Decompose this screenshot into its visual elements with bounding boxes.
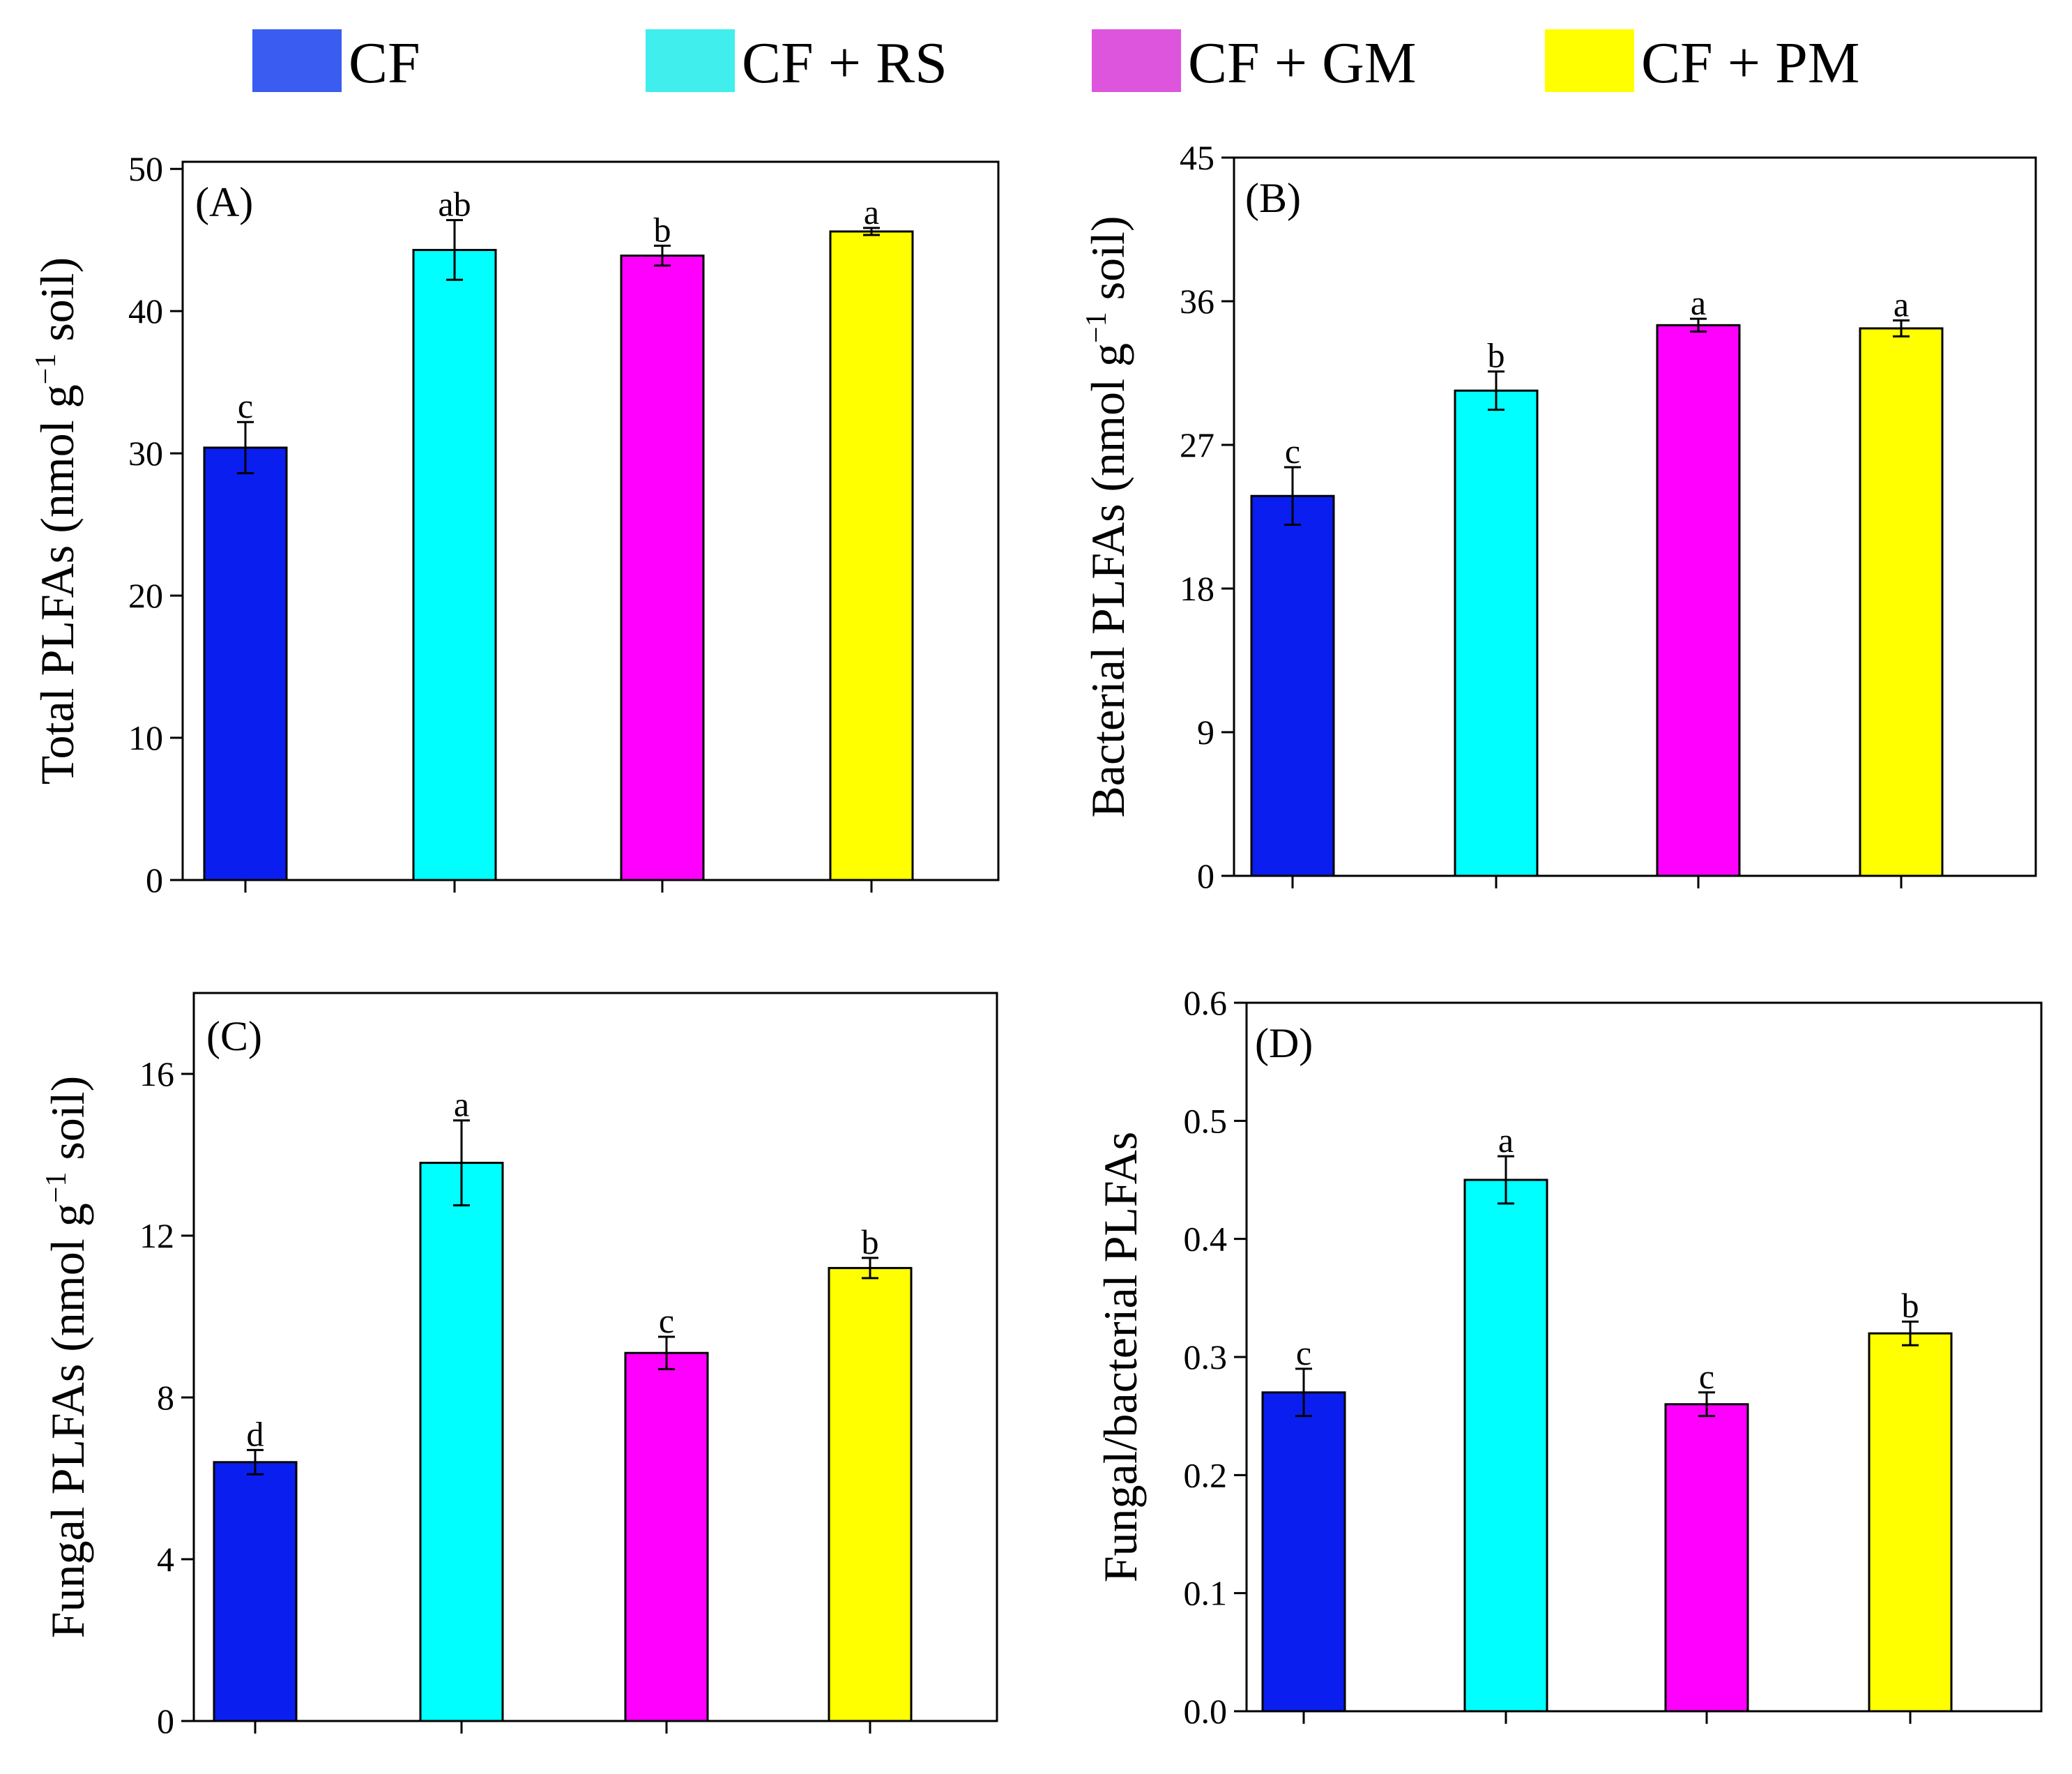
y-tick-label: 45 <box>1180 138 1214 177</box>
y-axis-title-tail: soil) <box>1081 215 1134 312</box>
significance-label: a <box>1498 1121 1514 1160</box>
legend-swatch <box>252 29 342 92</box>
y-tick-label: 0.0 <box>1184 1692 1228 1731</box>
bar-2 <box>412 248 497 881</box>
y-axis-title-tail: soil) <box>41 1076 94 1172</box>
significance-label: a <box>1894 285 1909 324</box>
legend-item-1: CF <box>252 29 420 96</box>
plot-frame <box>192 992 998 1722</box>
y-tick-label: 10 <box>128 718 163 757</box>
y-tick-label: 20 <box>128 576 163 615</box>
significance-label: a <box>454 1085 469 1124</box>
y-tick-label: 0.3 <box>1184 1337 1228 1377</box>
y-tick-label: 30 <box>128 434 163 473</box>
chart-panel-2: 0 9 18 27 36 45 c b a a (B) Bacterial PLFAs (nmol g… <box>1081 138 2037 895</box>
bar-4 <box>829 230 914 881</box>
y-tick-label: 0 <box>1197 856 1214 895</box>
y-axis-title-superscript: −1 <box>40 1172 73 1204</box>
chart-panel-3: 0 4 8 12 16 d a c b (C) Fungal PLFAs (nmol g−1 soi… <box>40 992 998 1741</box>
legend-label: CF + RS <box>742 31 947 96</box>
chart-panel-4: 0.0 0.1 0.2 0.3 0.4 0.5 0.6 c a c b (D) Fungal/bacte… <box>1094 983 2043 1731</box>
significance-label: a <box>864 192 879 232</box>
y-tick-label: 0.5 <box>1184 1101 1228 1140</box>
bar-1 <box>1261 1391 1346 1713</box>
y-tick-label: 36 <box>1180 282 1214 321</box>
bar-2 <box>1454 389 1539 877</box>
legend-swatch <box>646 29 735 92</box>
bar-1 <box>203 446 288 881</box>
y-axis-title-superscript: −1 <box>30 354 62 385</box>
significance-label: c <box>659 1301 674 1340</box>
y-axis-title-superscript: −1 <box>1081 312 1113 343</box>
significance-label: ab <box>438 185 471 224</box>
bar-4 <box>828 1266 913 1722</box>
legend-label: CF + GM <box>1188 31 1416 96</box>
bar-2 <box>1463 1178 1548 1713</box>
y-tick-label: 0.1 <box>1184 1574 1228 1613</box>
significance-label: b <box>862 1222 879 1261</box>
y-axis-title: Fungal/bacterial PLFAs <box>1094 1132 1147 1583</box>
y-tick-label: 0.6 <box>1184 983 1228 1022</box>
significance-label: c <box>238 386 253 425</box>
y-axis-title-main: Bacterial PLFAs (nmol g <box>1081 343 1134 818</box>
y-tick-label: 4 <box>157 1540 174 1579</box>
bar-1 <box>1250 494 1335 877</box>
y-tick-label: 40 <box>128 291 163 331</box>
y-axis-title: Fungal PLFAs (nmol g−1 soil) <box>40 1076 94 1639</box>
significance-label: b <box>1902 1286 1919 1325</box>
legend: CF CF + RS CF + GM CF + PM <box>252 29 1860 96</box>
y-axis-title: Bacterial PLFAs (nmol g−1 soil) <box>1081 215 1134 817</box>
y-tick-label: 0.4 <box>1184 1220 1228 1259</box>
panel-label: (D) <box>1255 1020 1313 1066</box>
y-tick-label: 8 <box>157 1378 174 1417</box>
significance-label: d <box>247 1414 264 1453</box>
significance-label: c <box>1699 1357 1714 1396</box>
y-tick-label: 9 <box>1197 713 1214 752</box>
y-tick-label: 18 <box>1180 569 1214 608</box>
bar-3 <box>620 255 705 881</box>
y-axis-title-tail: soil) <box>31 257 84 354</box>
chart-panel-1: 0 10 20 30 40 50 c ab b a (A) Total PLFAs (nmol g−1… <box>30 149 1000 900</box>
y-axis-title-main: Fungal/bacterial PLFAs <box>1094 1132 1147 1583</box>
bar-3 <box>624 1351 709 1722</box>
legend-label: CF <box>349 31 420 96</box>
y-tick-label: 16 <box>139 1054 174 1093</box>
panel-label: (C) <box>206 1013 262 1059</box>
plot-frame <box>181 160 1000 881</box>
significance-label: a <box>1691 283 1706 322</box>
y-tick-label: 12 <box>139 1216 174 1255</box>
y-axis-title-main: Total PLFAs (nmol g <box>31 384 84 784</box>
bar-3 <box>1664 1403 1749 1713</box>
legend-label: CF + PM <box>1641 31 1860 96</box>
bar-1 <box>213 1461 298 1722</box>
y-tick-label: 0 <box>157 1701 174 1741</box>
y-tick-label: 0 <box>146 861 163 900</box>
bar-3 <box>1656 324 1741 877</box>
y-tick-label: 50 <box>128 149 163 188</box>
y-axis-title-main: Fungal PLFAs (nmol g <box>41 1203 94 1638</box>
plot-frame <box>1233 156 2037 877</box>
y-axis-title: Total PLFAs (nmol g−1 soil) <box>30 257 84 784</box>
significance-label: b <box>1488 336 1505 375</box>
bar-2 <box>419 1162 504 1722</box>
significance-label: c <box>1285 432 1300 471</box>
legend-item-4: CF + PM <box>1545 29 1860 96</box>
significance-label: c <box>1296 1333 1311 1372</box>
bar-4 <box>1859 327 1944 877</box>
panel-label: (B) <box>1245 175 1301 221</box>
y-tick-label: 27 <box>1180 425 1214 464</box>
legend-item-3: CF + GM <box>1092 29 1416 96</box>
legend-swatch <box>1545 29 1634 92</box>
legend-swatch <box>1092 29 1181 92</box>
legend-item-2: CF + RS <box>646 29 947 96</box>
y-tick-label: 0.2 <box>1184 1455 1228 1494</box>
bar-4 <box>1868 1332 1953 1713</box>
significance-label: b <box>654 210 671 249</box>
panel-label: (A) <box>195 179 253 225</box>
